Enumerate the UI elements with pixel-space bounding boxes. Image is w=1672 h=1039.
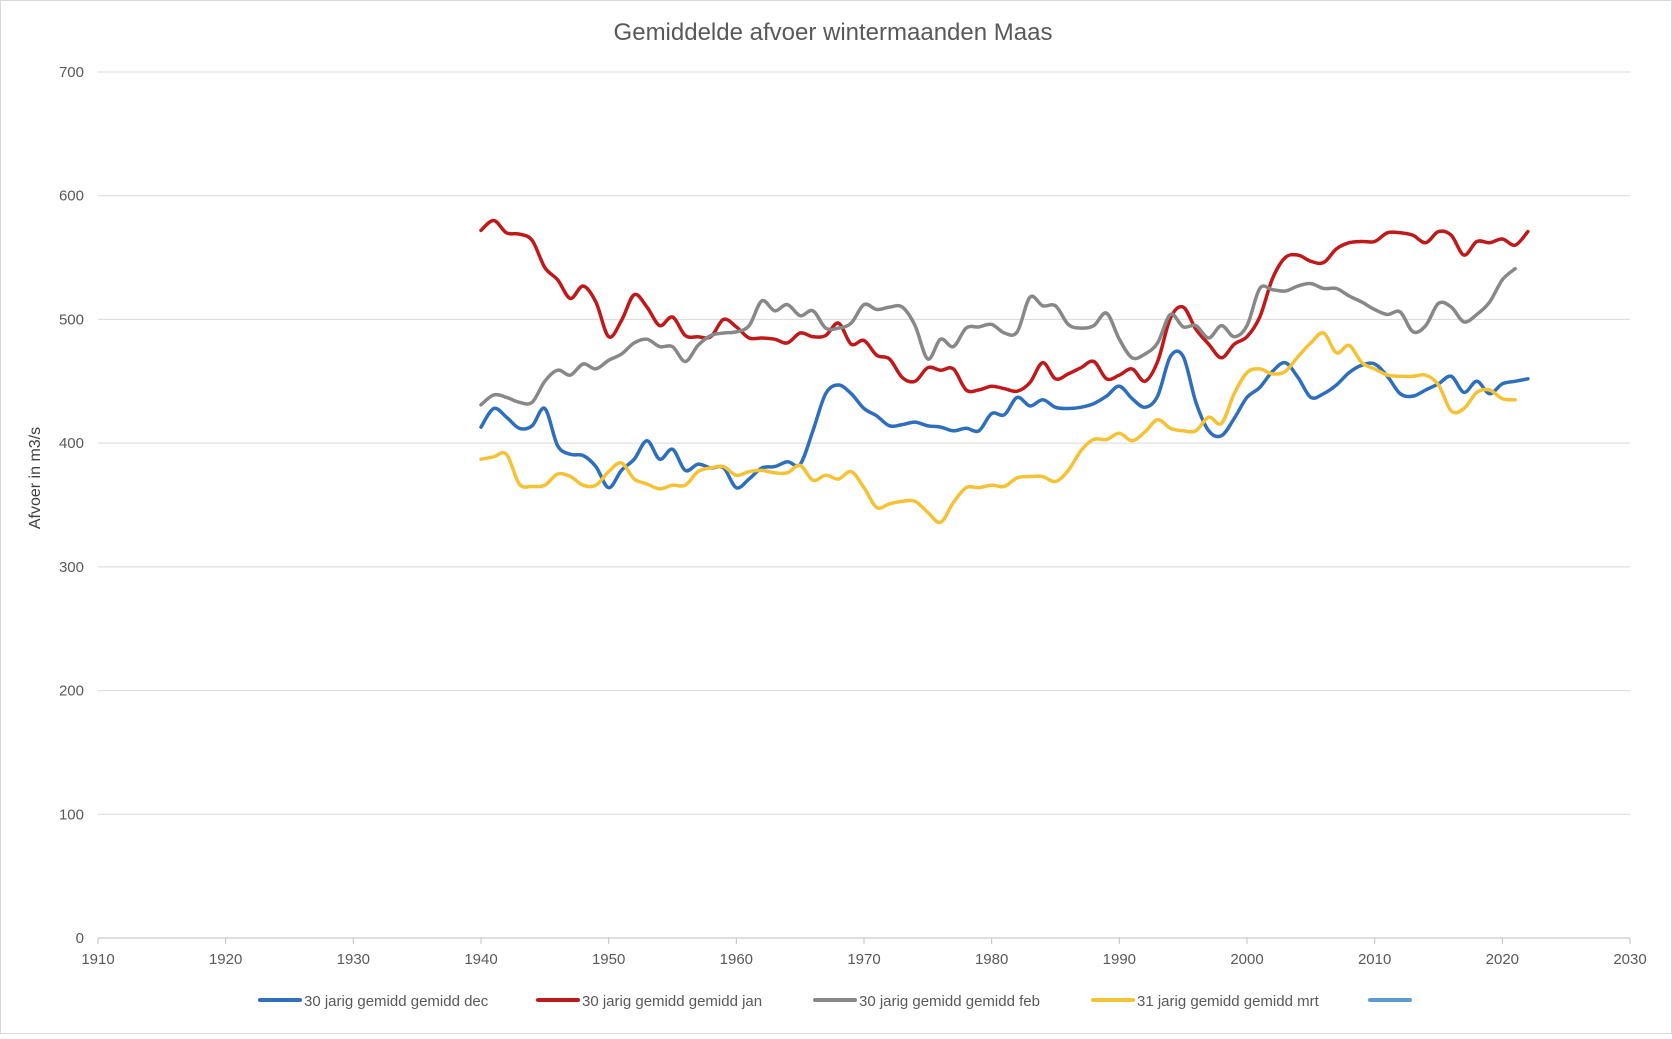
series-line-4 — [479, 331, 1517, 525]
x-tick-label: 1910 — [81, 951, 114, 968]
x-tick-label: 1920 — [209, 951, 242, 968]
x-tick-label: 1950 — [592, 951, 625, 968]
y-tick-label: 200 — [59, 683, 84, 700]
y-axis-label: Afvoer in m3/s — [27, 427, 44, 529]
legend-label-2: 30 jarig gemidd gemidd jan — [582, 993, 762, 1010]
chart-title: Gemiddelde afvoer wintermaanden Maas — [614, 19, 1053, 46]
series-line-2 — [479, 218, 1530, 394]
legend-label-3: 30 jarig gemidd gemidd feb — [859, 993, 1040, 1010]
x-tick-label: 2010 — [1358, 951, 1391, 968]
x-tick-label: 2030 — [1613, 951, 1646, 968]
y-tick-label: 500 — [59, 311, 84, 328]
legend-label-4: 31 jarig gemidd gemidd mrt — [1137, 993, 1320, 1010]
y-tick-label: 700 — [59, 64, 84, 81]
y-tick-label: 600 — [59, 188, 84, 205]
legend: 30 jarig gemidd gemidd dec 30 jarig gemid… — [258, 993, 1412, 1010]
x-tick-label: 1990 — [1103, 951, 1136, 968]
y-tick-label: 400 — [59, 435, 84, 452]
series-line-3 — [479, 266, 1517, 407]
x-tick-label: 1970 — [847, 951, 880, 968]
x-tick-label: 2000 — [1230, 951, 1263, 968]
x-tick-label: 1960 — [720, 951, 753, 968]
y-tick-label: 100 — [59, 806, 84, 823]
x-tick-label: 1930 — [337, 951, 370, 968]
gridlines — [98, 71, 1630, 815]
series-line-1 — [479, 349, 1530, 490]
x-tick-label: 2020 — [1486, 951, 1519, 968]
legend-label-1: 30 jarig gemidd gemidd dec — [304, 993, 489, 1010]
axes: 0 100 200 300 400 500 600 700 1910 1920 1930 1940 19… — [59, 64, 1647, 968]
series-lines — [479, 218, 1530, 525]
y-tick-label: 0 — [76, 930, 84, 947]
x-tick-label: 1940 — [464, 951, 497, 968]
x-tick-label: 1980 — [975, 951, 1008, 968]
y-tick-label: 300 — [59, 559, 84, 576]
